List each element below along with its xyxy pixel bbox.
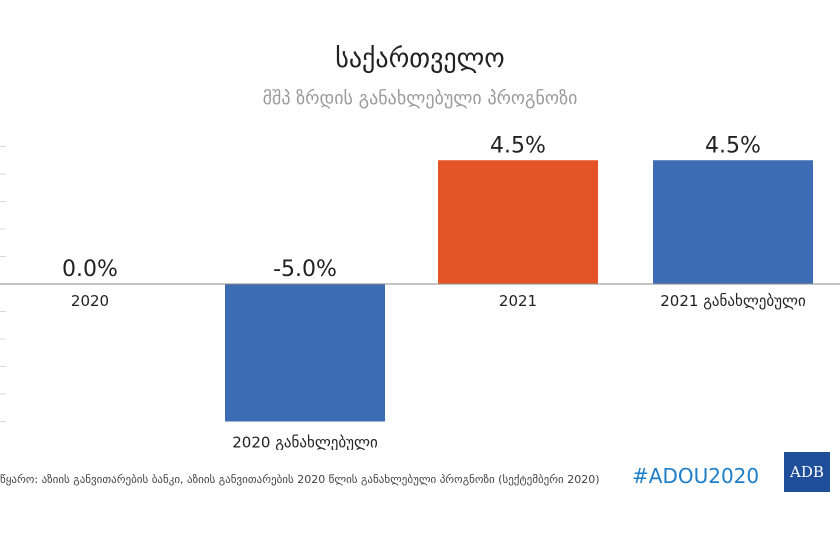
chart-subtitle: მშპ ზრდის განახლებული პროგნოზი xyxy=(262,88,578,109)
data-label-2: 4.5% xyxy=(490,133,546,158)
adb-logo: ADB xyxy=(784,452,830,492)
category-label-3: 2021 განახლებული xyxy=(660,292,806,310)
data-label-0: 0.0% xyxy=(62,257,118,282)
data-label-3: 4.5% xyxy=(705,133,761,158)
bar-1 xyxy=(225,284,385,422)
bar-3 xyxy=(653,160,813,284)
data-label-1: -5.0% xyxy=(273,257,337,282)
category-label-2: 2021 xyxy=(499,292,537,310)
bar-chart: 0.0% -5.0% 4.5% 4.5% 2020 2020 განახლებული 202… xyxy=(0,133,840,451)
bar-2 xyxy=(438,160,598,284)
category-label-1: 2020 განახლებული xyxy=(232,434,378,451)
chart-title: საქართველო xyxy=(335,44,505,74)
source-note: წყარო: აზიის განვითარების ბანკი, აზიის გ… xyxy=(0,473,600,486)
category-label-0: 2020 xyxy=(71,292,109,310)
hashtag-link[interactable]: #ADOU2020 xyxy=(632,464,760,488)
